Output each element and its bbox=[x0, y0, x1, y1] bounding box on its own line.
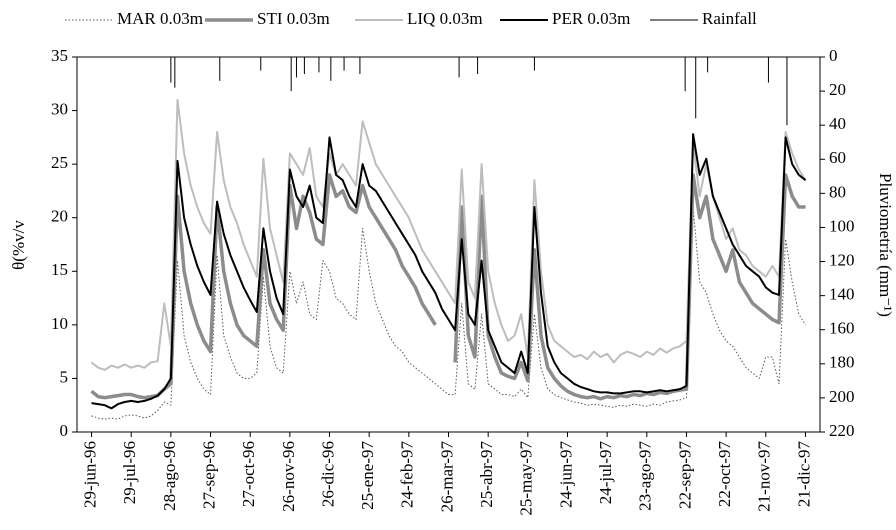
x-tick-label: 24-jul-97 bbox=[596, 441, 615, 505]
x-tick-label: 24-jun-97 bbox=[556, 441, 575, 509]
y2-tick-label: 40 bbox=[829, 114, 846, 133]
y-tick-label: 5 bbox=[60, 367, 69, 386]
y2-tick-label: 200 bbox=[829, 387, 855, 406]
y2-tick-label: 100 bbox=[829, 216, 855, 235]
legend: MAR 0.03m STI 0.03m LIQ 0.03m PER 0.03m Rain… bbox=[65, 9, 757, 28]
legend-label: MAR 0.03m bbox=[117, 9, 203, 28]
series-line bbox=[453, 173, 806, 401]
x-tick-label: 27-oct-96 bbox=[239, 441, 258, 507]
x-tick-label: 26-mar-97 bbox=[437, 441, 456, 513]
y2-tick-label: 120 bbox=[829, 250, 855, 269]
legend-label: STI 0.03m bbox=[257, 9, 330, 28]
y-tick-label: 35 bbox=[51, 46, 68, 65]
y2-axis-label: Pluviometría (mm⁻¹) bbox=[876, 173, 895, 317]
y-tick-label: 30 bbox=[51, 99, 68, 118]
x-tick-label: 25-ene-97 bbox=[358, 441, 377, 510]
y2-tick-label: 180 bbox=[829, 353, 855, 372]
x-tick-label: 27-sep-96 bbox=[199, 441, 218, 509]
y2-tick-label: 0 bbox=[829, 46, 838, 65]
y-tick-label: 0 bbox=[60, 421, 69, 440]
x-tick-label: 25-abr-97 bbox=[477, 441, 496, 508]
y2-tick-label: 140 bbox=[829, 285, 855, 304]
series-line bbox=[90, 173, 437, 400]
x-tick-label: 29-jul-96 bbox=[120, 441, 139, 504]
x-tick-label: 23-ago-97 bbox=[636, 441, 655, 511]
y-tick-label: 25 bbox=[51, 153, 68, 172]
x-tick-label: 25-may-97 bbox=[517, 441, 536, 516]
x-tick-label: 29-jun-96 bbox=[80, 441, 99, 508]
legend-label: Rainfall bbox=[702, 9, 757, 28]
y2-tick-label: 20 bbox=[829, 80, 846, 99]
x-tick-label: 26-nov-96 bbox=[279, 441, 298, 512]
x-tick-label: 21-dic-97 bbox=[794, 441, 813, 508]
series-line bbox=[91, 133, 807, 410]
x-tick-label: 26-dic-96 bbox=[318, 441, 337, 507]
x-tick-label: 21-nov-97 bbox=[755, 441, 774, 512]
legend-label: LIQ 0.03m bbox=[407, 9, 483, 28]
x-tick-label: 24-feb-97 bbox=[398, 441, 417, 509]
y-tick-label: 20 bbox=[51, 207, 68, 226]
y2-tick-label: 60 bbox=[829, 148, 846, 167]
x-tick-label: 22-sep-97 bbox=[675, 441, 694, 509]
series-line bbox=[90, 98, 807, 371]
plot-area: 0 5 10 15 20 25 30 35 0 20 40 60 80 100 120 140 160 180 20… bbox=[51, 46, 855, 516]
y-axis-label: θ(%v/v bbox=[9, 220, 28, 270]
legend-label: PER 0.03m bbox=[552, 9, 630, 28]
y2-tick-label: 220 bbox=[829, 421, 855, 440]
y2-tick-label: 80 bbox=[829, 182, 846, 201]
x-tick-label: 28-ago-96 bbox=[160, 441, 179, 511]
x-tick-label: 22-oct-97 bbox=[715, 441, 734, 508]
series-line bbox=[91, 206, 806, 420]
y-tick-label: 10 bbox=[51, 314, 68, 333]
y-tick-label: 15 bbox=[51, 260, 68, 279]
y2-tick-label: 160 bbox=[829, 319, 855, 338]
